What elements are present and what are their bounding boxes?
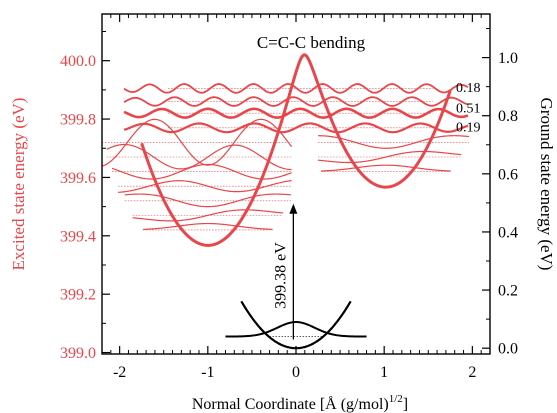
level-annotation: 0.18 xyxy=(456,81,481,96)
transition-arrowhead xyxy=(289,203,298,214)
y-left-tick-label: 399.0 xyxy=(60,345,96,362)
y-left-tick-label: 399.4 xyxy=(60,228,96,245)
level-annotation: 0.19 xyxy=(456,120,481,135)
excited-state-potential xyxy=(140,53,452,247)
plot-frame xyxy=(101,13,491,355)
y-right-tick-label: 1.0 xyxy=(498,50,518,67)
x-axis-label-exponent: 1/2 xyxy=(389,393,403,405)
vibrational-wavefunction xyxy=(143,222,273,230)
y-right-tick-label: 0.6 xyxy=(498,166,518,183)
y-right-tick-label: 0.0 xyxy=(498,341,518,358)
y-right-tick-label: 0.4 xyxy=(498,224,518,241)
y-left-tick-label: 399.8 xyxy=(60,112,96,129)
x-tick-label: 1 xyxy=(380,364,388,381)
y-axis-left-label: Excited state energy (eV) xyxy=(9,98,28,271)
x-axis-label: Normal Coordinate [Å (g/mol)1/2] xyxy=(192,393,408,413)
chart-title: C=C-C bending xyxy=(257,33,366,52)
y-axis-right-label: Ground state energy (eV) xyxy=(537,98,556,271)
y-right-tick-label: 0.8 xyxy=(498,108,518,125)
vibrational-wavefunction xyxy=(124,193,291,208)
vibrational-wavefunction xyxy=(318,135,470,149)
x-tick-label: 2 xyxy=(468,364,476,381)
vibrational-wavefunction xyxy=(132,209,283,222)
x-tick-label: -1 xyxy=(201,364,214,381)
vibrational-wavefunction xyxy=(317,150,462,164)
y-left-tick-label: 399.6 xyxy=(60,170,96,187)
level-annotation: 0.51 xyxy=(456,101,481,116)
vibrational-wavefunction xyxy=(123,107,469,119)
vibrational-wavefunction xyxy=(123,83,469,94)
y-left-tick-label: 400.0 xyxy=(60,53,96,70)
vibrational-wavefunction xyxy=(111,163,292,180)
ground-state-wavefunction xyxy=(225,321,367,338)
x-axis-label-main: Normal Coordinate [Å (g/mol) xyxy=(192,395,389,413)
transition-energy-label: 399.38 eV xyxy=(272,242,289,309)
x-tick-label: 0 xyxy=(292,364,300,381)
ground-state-potential xyxy=(240,300,352,350)
vibrational-wavefunction xyxy=(321,164,451,172)
vibrational-wavefunction xyxy=(118,179,292,193)
x-tick-label: -2 xyxy=(113,364,126,381)
vibrational-wavefunction xyxy=(123,122,469,134)
x-axis-label-close: ] xyxy=(403,396,408,413)
vibrational-wavefunction xyxy=(102,118,293,167)
y-left-tick-label: 399.2 xyxy=(60,287,96,304)
y-right-tick-label: 0.2 xyxy=(498,283,518,300)
vibrational-wavefunction xyxy=(123,96,469,107)
